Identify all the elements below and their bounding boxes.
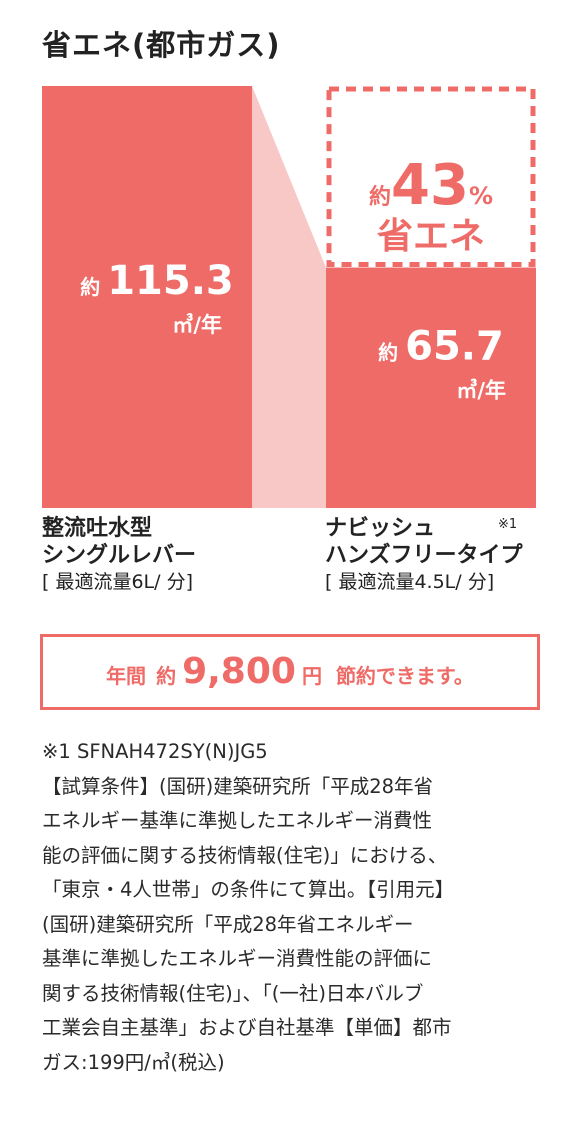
savings-dashed-box <box>326 86 536 268</box>
savings-percent-label: 約43% <box>369 153 493 218</box>
savings-approx: 約 <box>156 664 177 688</box>
right-label-line2: ハンズフリータイプ <box>325 543 523 568</box>
note-line: 【試算条件】(国研)建築研究所「平成28年省 <box>42 774 434 798</box>
savings-label: 省エネ <box>377 216 485 257</box>
value-label-after: 約 65.7 <box>378 324 504 370</box>
bar-connector <box>252 86 326 508</box>
left-label-spec: [ 最適流量6L/ 分] <box>42 571 193 593</box>
note-line: 関する技術情報(住宅)」、「(一社)日本バルブ <box>42 981 424 1005</box>
note-line: ※1 SFNAH472SY(N)JG5 <box>42 740 268 763</box>
note-line: 能の評価に関する技術情報(住宅)」における、 <box>42 843 448 867</box>
right-category-label: ナビッシュ ハンズフリータイプ [ 最適流量4.5L/ 分] <box>325 515 523 596</box>
note-line: 工業会自主基準」および自社基準【単価】都市 <box>42 1016 452 1039</box>
note-line: 「東京・4人世帯」の条件にて算出。【引用元】 <box>42 878 455 901</box>
note-line: ガス:199円/㎥(税込) <box>42 1050 225 1074</box>
footnote-marker: ※1 <box>498 517 518 532</box>
right-label-line1: ナビッシュ <box>325 516 436 541</box>
savings-banner: 年間 約 9,800 円 節約できます。 <box>40 634 540 710</box>
left-label-line2: シングルレバー <box>42 543 197 568</box>
bar-chart: 約 115.3 ㎥/年 約 65.7 ㎥/年 約43%省エネ <box>42 86 536 508</box>
savings-pre: 年間 <box>106 664 147 688</box>
unit-label-before: ㎥/年 <box>172 313 222 337</box>
note-line: 基準に準拠したエネルギー消費性能の評価に <box>42 947 433 970</box>
left-category-label: 整流吐水型 シングルレバー [ 最適流量6L/ 分] <box>42 515 196 596</box>
footnotes: ※1 SFNAH472SY(N)JG5 【試算条件】(国研)建築研究所「平成28… <box>42 735 552 1080</box>
right-label-spec: [ 最適流量4.5L/ 分] <box>325 571 495 593</box>
savings-amount: 9,800 <box>182 651 296 692</box>
bar-before <box>42 86 252 508</box>
value-label-before: 約 115.3 <box>80 258 234 304</box>
bar-after <box>326 267 536 508</box>
unit-label-after: ㎥/年 <box>456 379 506 403</box>
left-label-line1: 整流吐水型 <box>42 516 153 541</box>
note-line: (国研)建築研究所「平成28年省エネルギー <box>42 912 414 936</box>
note-line: エネルギー基準に準拠したエネルギー消費性 <box>42 809 433 832</box>
savings-yen: 円 <box>301 664 322 688</box>
page-title: 省エネ(都市ガス) <box>42 28 281 62</box>
savings-post: 節約できます。 <box>335 664 474 688</box>
